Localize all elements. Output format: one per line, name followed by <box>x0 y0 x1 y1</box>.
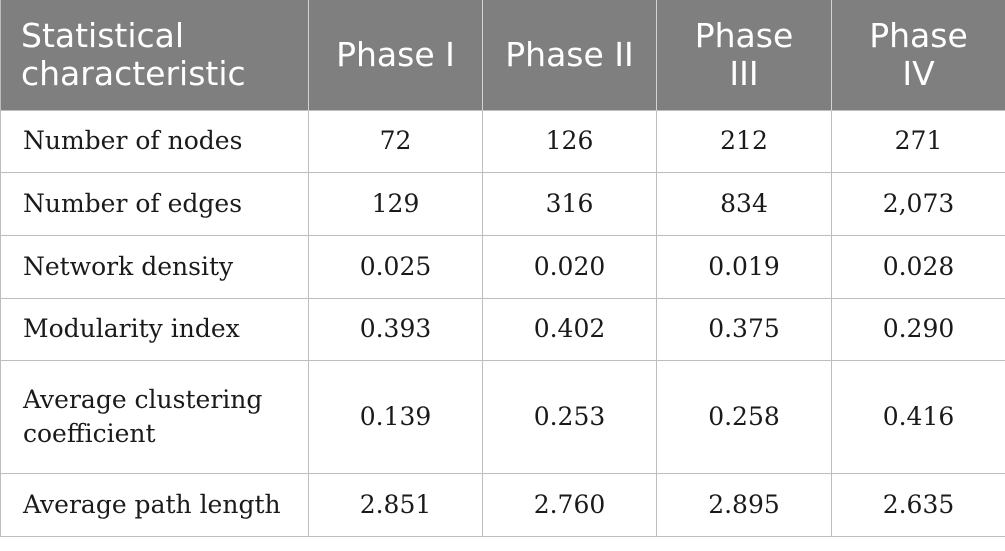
table-row: Number of nodes 72 126 212 271 <box>0 109 1005 174</box>
statistics-table: Statistical characteristic Phase I Phase… <box>0 0 1005 537</box>
table-row: Network density 0.025 0.020 0.019 0.028 <box>0 234 1005 299</box>
row-label: Modularity index <box>0 297 309 362</box>
cell-value: 0.416 <box>831 360 1005 475</box>
cell-value: 2,073 <box>831 172 1005 236</box>
cell-value: 0.028 <box>831 234 1005 299</box>
cell-value: 0.402 <box>482 297 657 362</box>
cell-value: 72 <box>308 109 483 174</box>
cell-value: 0.375 <box>656 297 832 362</box>
row-label: Network density <box>0 234 309 299</box>
row-label: Number of nodes <box>0 109 309 174</box>
row-label: Average path length <box>0 473 309 537</box>
table-row: Average clustering coefficient 0.139 0.2… <box>0 360 1005 475</box>
row-label: Average clustering coefficient <box>0 360 309 475</box>
header-phase-4: Phase IV <box>831 0 1005 110</box>
cell-value: 126 <box>482 109 657 174</box>
cell-value: 316 <box>482 172 657 236</box>
cell-value: 0.258 <box>656 360 832 475</box>
cell-value: 212 <box>656 109 832 174</box>
table-row: Number of edges 129 316 834 2,073 <box>0 172 1005 236</box>
table-row: Average path length 2.851 2.760 2.895 2.… <box>0 473 1005 537</box>
header-phase-1: Phase I <box>308 0 483 110</box>
header-phase-3: Phase III <box>656 0 832 110</box>
cell-value: 2.895 <box>656 473 832 537</box>
cell-value: 0.019 <box>656 234 832 299</box>
header-phase-2: Phase II <box>482 0 657 110</box>
cell-value: 2.635 <box>831 473 1005 537</box>
cell-value: 0.025 <box>308 234 483 299</box>
cell-value: 0.253 <box>482 360 657 475</box>
cell-value: 2.760 <box>482 473 657 537</box>
table-body: Number of nodes 72 126 212 271 Number of… <box>0 109 1005 537</box>
cell-value: 129 <box>308 172 483 236</box>
cell-value: 271 <box>831 109 1005 174</box>
table-header: Statistical characteristic Phase I Phase… <box>0 0 1005 110</box>
row-label: Number of edges <box>0 172 309 236</box>
cell-value: 0.020 <box>482 234 657 299</box>
cell-value: 834 <box>656 172 832 236</box>
cell-value: 0.290 <box>831 297 1005 362</box>
header-row: Statistical characteristic Phase I Phase… <box>0 0 1005 110</box>
table-row: Modularity index 0.393 0.402 0.375 0.290 <box>0 297 1005 362</box>
cell-value: 2.851 <box>308 473 483 537</box>
header-statistical-characteristic: Statistical characteristic <box>0 0 309 110</box>
cell-value: 0.139 <box>308 360 483 475</box>
cell-value: 0.393 <box>308 297 483 362</box>
